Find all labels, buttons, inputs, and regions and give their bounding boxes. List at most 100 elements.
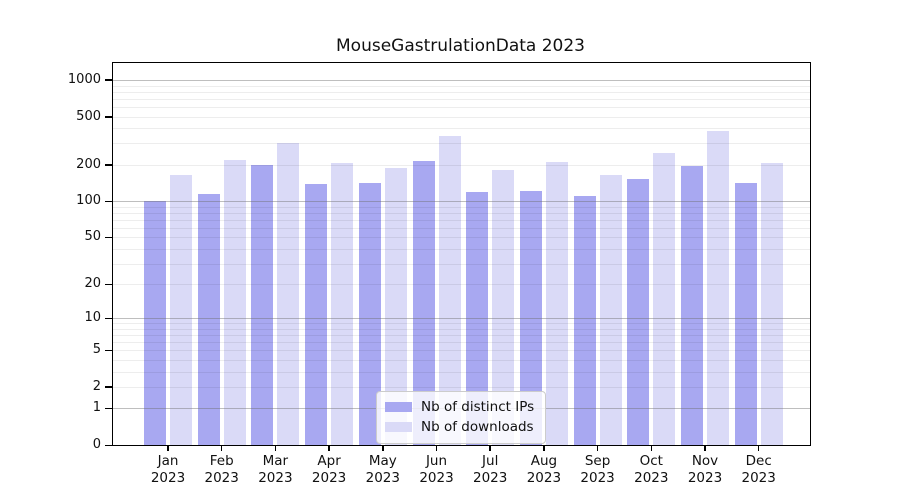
bar-distinct-ips: [466, 191, 489, 445]
y-tick-label: 200: [76, 156, 101, 172]
bar-distinct-ips: [251, 164, 274, 445]
y-tick: [105, 386, 112, 388]
plot-area: 0 1 2 5 10 20 50 100 200 500 1000 Jan 2023 Feb 2023…: [68, 62, 811, 486]
minor-gridline: [113, 263, 810, 265]
minor-gridline: [113, 284, 810, 286]
x-tick-label: Jun 2023: [419, 453, 454, 486]
minor-gridline: [113, 359, 810, 361]
minor-gridline: [113, 116, 810, 118]
x-tick: [435, 445, 438, 451]
x-tick-label: Nov 2023: [687, 453, 723, 486]
minor-gridline: [113, 350, 810, 352]
x-tick: [650, 445, 653, 451]
minor-gridline: [113, 237, 810, 239]
y-tick-label: 20: [84, 276, 101, 292]
bar-downloads: [707, 131, 729, 445]
y-tick: [105, 317, 112, 320]
x-tick-label: Dec 2023: [741, 453, 776, 486]
x-tick-label: Feb 2023: [204, 453, 239, 486]
bar-downloads: [277, 143, 300, 445]
legend-label-distinct-ips: Nb of distinct IPs: [421, 399, 535, 415]
minor-gridline: [113, 248, 810, 250]
x-tick: [220, 445, 223, 451]
minor-gridline: [113, 323, 810, 325]
minor-gridline: [113, 128, 810, 130]
x-tick-label: Aug 2023: [526, 453, 562, 486]
x-tick-label: Oct 2023: [634, 453, 669, 486]
legend-swatch-distinct-ips: [385, 402, 412, 412]
bar-downloads: [384, 168, 407, 445]
major-gridline: [113, 79, 810, 81]
y-tick-label: 2: [92, 378, 101, 394]
minor-gridline: [113, 335, 810, 337]
x-tick-label: May 2023: [365, 453, 400, 486]
bar-downloads: [223, 160, 246, 445]
minor-gridline: [113, 143, 810, 145]
bar-downloads: [545, 162, 568, 445]
minor-gridline: [113, 206, 810, 208]
y-tick-label: 5: [92, 342, 101, 358]
y-tick-label: 0: [92, 437, 101, 452]
minor-gridline: [113, 342, 810, 344]
x-tick: [543, 445, 545, 451]
bar-distinct-ips: [197, 194, 220, 445]
x-tick-label: Jul 2023: [473, 453, 508, 486]
chart-title: MouseGastrulationData 2023: [336, 36, 585, 56]
minor-gridline: [113, 386, 810, 388]
minor-gridline: [113, 227, 810, 229]
x-tick-label: Apr 2023: [311, 453, 347, 486]
y-tick: [105, 116, 112, 118]
bar-downloads: [599, 174, 622, 445]
bar-downloads: [331, 163, 354, 445]
y-tick: [105, 407, 112, 410]
x-tick: [274, 445, 277, 451]
legend-swatch-downloads: [385, 422, 412, 432]
y-tick: [105, 79, 112, 81]
minor-gridline: [113, 219, 810, 221]
x-tick-label: Jan 2023: [150, 453, 186, 486]
y-tick-label: 500: [76, 108, 101, 124]
legend-row-downloads: Nb of downloads: [385, 417, 537, 437]
y-tick: [105, 200, 112, 203]
x-tick: [328, 445, 330, 451]
minor-gridline: [113, 371, 810, 373]
y-tick: [105, 236, 112, 239]
bar-distinct-ips: [144, 201, 166, 445]
bar-downloads: [653, 153, 676, 445]
bar-distinct-ips: [573, 196, 596, 445]
x-tick: [596, 445, 599, 451]
bar-distinct-ips: [734, 182, 757, 445]
x-tick: [489, 445, 491, 451]
y-tick: [105, 164, 112, 166]
bar-distinct-ips: [681, 165, 703, 445]
minor-gridline: [113, 164, 810, 166]
y-tick-label: 10: [84, 310, 101, 326]
bar-downloads: [438, 135, 461, 445]
bar-distinct-ips: [519, 190, 542, 445]
bar-distinct-ips: [412, 161, 435, 445]
legend-row-distinct-ips: Nb of distinct IPs: [385, 397, 537, 417]
legend-label-downloads: Nb of downloads: [421, 419, 534, 435]
x-tick: [757, 445, 760, 451]
y-tick: [105, 283, 112, 286]
minor-gridline: [113, 91, 810, 93]
bar-distinct-ips: [358, 183, 381, 445]
legend: Nb of distinct IPs Nb of downloads: [376, 391, 546, 444]
y-tick-label: 50: [84, 229, 101, 245]
bar-distinct-ips: [627, 179, 650, 445]
y-tick-label: 1: [92, 400, 101, 416]
bar-distinct-ips: [305, 184, 328, 445]
x-tick: [382, 445, 384, 451]
minor-gridline: [113, 106, 810, 108]
bar-downloads: [760, 162, 783, 445]
minor-gridline: [113, 212, 810, 214]
x-tick-label: Mar 2023: [258, 453, 293, 486]
x-tick-label: Sep 2023: [580, 453, 615, 486]
y-tick: [105, 349, 112, 352]
minor-gridline: [113, 328, 810, 330]
x-tick: [167, 445, 169, 451]
y-tick-label: 100: [76, 193, 101, 209]
y-tick-label: 1000: [67, 71, 101, 87]
major-gridline: [113, 201, 810, 203]
